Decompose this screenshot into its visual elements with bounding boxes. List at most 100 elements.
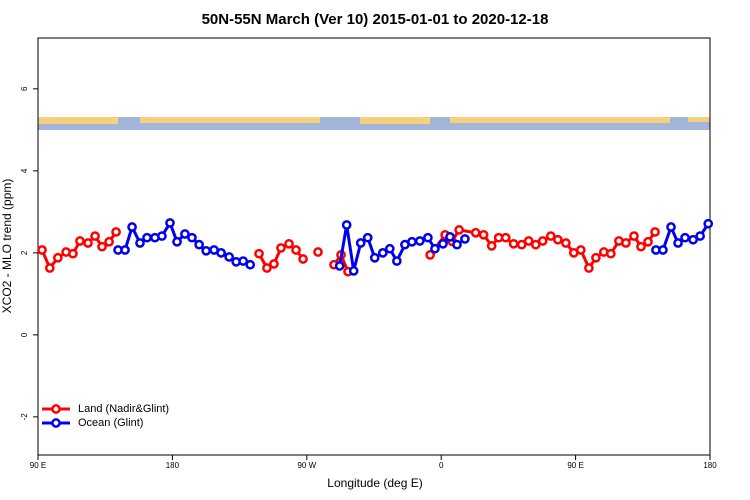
data-point: [530, 239, 541, 250]
data-point: [135, 238, 145, 248]
y-tick-label: 0: [20, 332, 29, 337]
data-point: [423, 232, 433, 243]
data-point: [591, 252, 601, 263]
data-point: [355, 238, 366, 248]
data-point: [127, 222, 137, 232]
data-point: [269, 259, 279, 269]
data-point: [666, 222, 676, 232]
data-point: [478, 229, 489, 240]
data-point: [384, 243, 395, 254]
data-point: [391, 256, 402, 266]
data-point: [430, 243, 440, 254]
plot-frame: [37, 37, 711, 456]
data-point: [369, 252, 380, 263]
data-point: [377, 248, 388, 258]
data-point: [688, 234, 698, 245]
data-point: [245, 259, 256, 270]
data-point: [414, 236, 425, 246]
y-axis-label: XCO2 - MLO trend (ppm): [0, 179, 14, 314]
data-point: [97, 241, 107, 252]
data-point: [165, 218, 175, 228]
y-tick-label: -2: [20, 413, 29, 421]
data-point: [516, 239, 527, 250]
data-point: [291, 245, 301, 255]
data-point: [284, 238, 294, 249]
data-point: [180, 229, 190, 239]
data-point: [111, 227, 121, 237]
x-tick-label: 90 E: [30, 461, 46, 470]
data-point: [362, 232, 373, 243]
x-axis-label: Longitude (deg E): [327, 476, 422, 490]
data-point: [643, 236, 653, 247]
data-point: [470, 227, 481, 238]
data-point: [523, 236, 534, 246]
x-tick-label: 90 E: [567, 461, 583, 470]
data-point: [262, 263, 272, 273]
legend-marker: [51, 404, 61, 414]
x-tick-label: 180: [703, 461, 717, 470]
data-point: [104, 236, 114, 247]
data-point: [658, 245, 668, 255]
data-point: [44, 263, 55, 273]
data-point: [348, 266, 359, 276]
data-point: [194, 239, 204, 250]
data-point: [53, 252, 63, 263]
data-point: [238, 256, 249, 266]
data-point: [605, 248, 616, 259]
x-tick-label: 180: [166, 461, 180, 470]
x-tick-label: 0: [439, 461, 444, 470]
data-point: [438, 238, 448, 249]
chart-title: 50N-55N March (Ver 10) 2015-01-01 to 202…: [202, 11, 549, 28]
data-point: [75, 236, 85, 246]
data-point: [486, 241, 497, 251]
data-point: [508, 238, 519, 249]
data-point: [703, 218, 714, 229]
data-point: [254, 248, 264, 259]
data-point: [673, 238, 683, 248]
data-point: [552, 234, 563, 245]
data-point: [68, 248, 78, 259]
data-point: [537, 236, 548, 246]
data-point: [454, 225, 464, 235]
data-point: [460, 234, 470, 244]
data-point: [334, 261, 345, 271]
y-tick-label: 2: [20, 250, 29, 255]
data-point: [37, 245, 47, 255]
data-point: [142, 232, 152, 243]
data-point: [500, 232, 511, 243]
data-point: [187, 232, 197, 243]
data-point: [425, 250, 435, 260]
data-point: [452, 239, 462, 250]
data-point: [298, 254, 308, 264]
data-point: [157, 231, 167, 241]
data-point: [545, 231, 556, 241]
data-point: [407, 236, 417, 247]
data-point: [575, 245, 586, 255]
legend-label: Ocean (Glint): [78, 417, 143, 429]
data-point: [695, 231, 705, 241]
x-tick-label: 90 W: [297, 461, 316, 470]
data-point: [341, 220, 352, 230]
data-point: [120, 245, 130, 255]
data-point: [224, 252, 234, 262]
y-tick-label: 6: [20, 86, 29, 91]
data-point: [621, 238, 631, 248]
data-point: [83, 238, 93, 248]
data-point: [216, 248, 226, 258]
data-point: [561, 238, 571, 248]
data-point: [172, 236, 182, 247]
data-point: [680, 232, 690, 243]
legend-marker: [51, 418, 61, 428]
data-point: [650, 227, 660, 237]
data-point: [313, 247, 323, 257]
y-tick-label: 4: [20, 168, 29, 173]
legend-label: Land (Nadir&Glint): [78, 403, 169, 415]
data-point: [201, 245, 211, 256]
data-point: [584, 263, 594, 273]
data-point: [445, 232, 455, 242]
data-point: [636, 241, 646, 252]
land-ocean-strip: [38, 117, 710, 130]
data-point: [90, 231, 100, 241]
data-point: [276, 243, 286, 253]
